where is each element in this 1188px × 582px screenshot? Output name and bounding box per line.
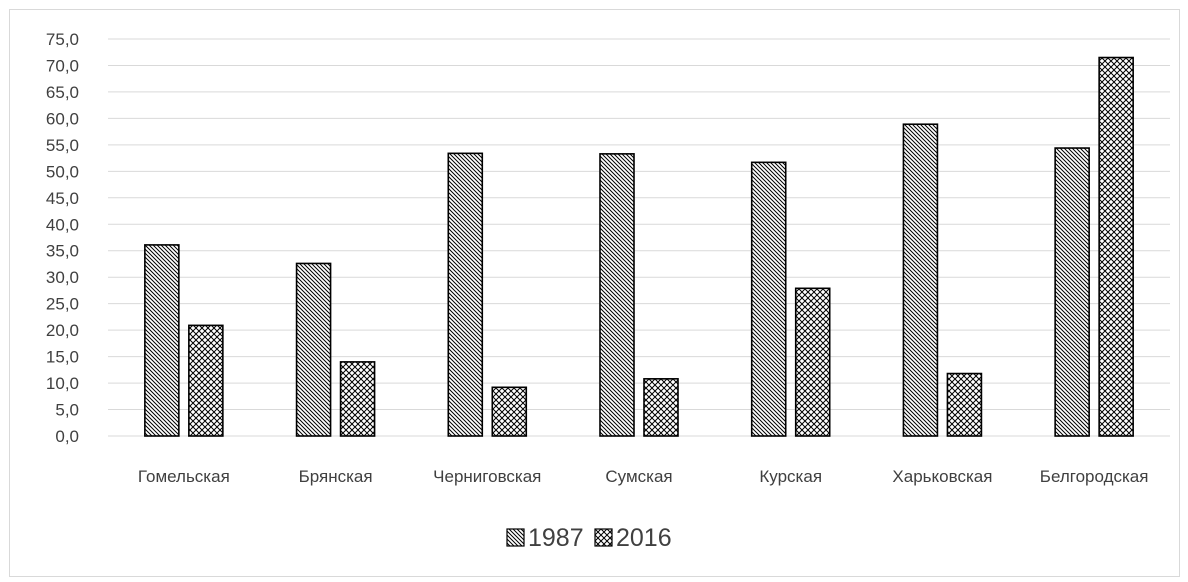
bar-1987-4: [750, 161, 787, 437]
y-tick-label: 70,0: [46, 56, 79, 75]
y-tick-label: 50,0: [46, 162, 79, 181]
chart-area: 0,0 5,0 10,0 15,0 20,0 25,0 30,0 35,0 40,0 45,0 50…: [9, 9, 1180, 577]
bar-2016-6: [1098, 56, 1134, 437]
legend-label-1987: 1987: [528, 524, 584, 552]
bar-1987-5: [902, 123, 939, 437]
category-label: Харьковская: [892, 467, 992, 486]
grid-lines: [108, 38, 1170, 437]
legend-label-2016: 2016: [616, 524, 672, 552]
y-axis-tick-labels: 0,0 5,0 10,0 15,0 20,0 25,0 30,0 35,0 40,0 45,0 50…: [46, 30, 79, 446]
legend-swatch-1987: [506, 528, 525, 547]
y-tick-label: 75,0: [46, 30, 79, 49]
bar-1987-6: [1054, 147, 1090, 437]
category-label: Брянская: [299, 467, 373, 486]
y-tick-label: 45,0: [46, 189, 79, 208]
bar-2016-0: [188, 324, 224, 437]
category-label: Белгородская: [1040, 467, 1149, 486]
category-label: Сумская: [605, 467, 672, 486]
y-tick-label: 0,0: [55, 427, 79, 446]
bar-2016-5: [946, 372, 983, 437]
y-tick-label: 5,0: [55, 401, 79, 420]
bar-1987-1: [295, 262, 332, 437]
bar-1987-3: [599, 153, 635, 437]
y-tick-label: 10,0: [46, 374, 79, 393]
y-tick-label: 55,0: [46, 136, 79, 155]
legend: 1987 2016: [506, 524, 672, 552]
bar-1987-0: [144, 244, 180, 437]
y-tick-label: 25,0: [46, 295, 79, 314]
bars: [144, 56, 1134, 437]
bar-1987-2: [447, 152, 484, 437]
x-axis-category-labels: Гомельская Брянская Черниговская Сумская Кур…: [138, 467, 1149, 486]
y-tick-label: 60,0: [46, 109, 79, 128]
y-tick-label: 65,0: [46, 83, 79, 102]
bar-chart: 0,0 5,0 10,0 15,0 20,0 25,0 30,0 35,0 40,0 45,0 50…: [46, 30, 1170, 552]
y-tick-label: 40,0: [46, 215, 79, 234]
y-tick-label: 35,0: [46, 242, 79, 261]
bar-2016-4: [794, 287, 831, 437]
category-label: Черниговская: [433, 467, 541, 486]
bar-2016-1: [339, 361, 376, 437]
bar-2016-2: [491, 386, 528, 437]
category-label: Курская: [759, 467, 822, 486]
y-tick-label: 20,0: [46, 321, 79, 340]
category-label: Гомельская: [138, 467, 230, 486]
legend-swatch-2016: [594, 528, 613, 547]
y-tick-label: 30,0: [46, 268, 79, 287]
y-tick-label: 15,0: [46, 348, 79, 367]
bar-2016-3: [643, 378, 679, 437]
